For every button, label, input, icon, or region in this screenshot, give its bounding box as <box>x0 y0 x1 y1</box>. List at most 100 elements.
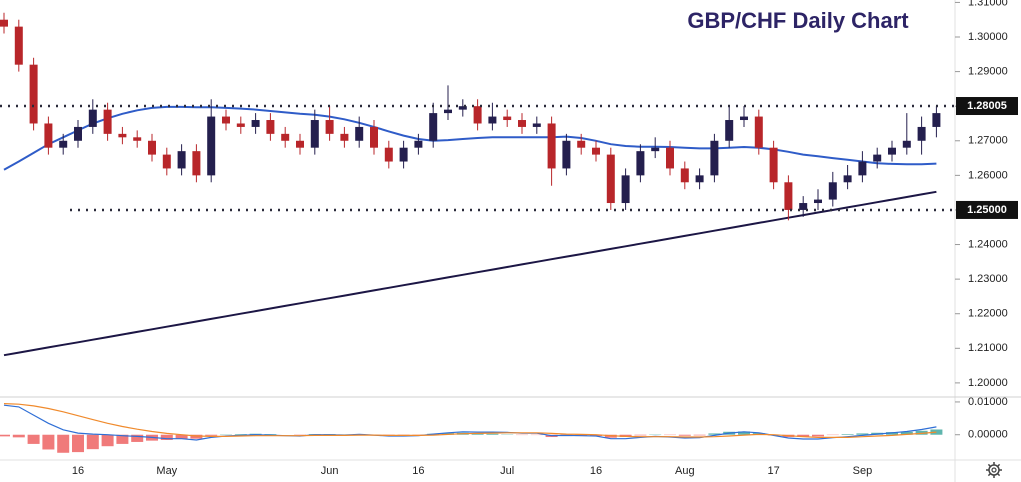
line <box>3 105 937 171</box>
candle-body <box>399 147 408 162</box>
histogram-bar <box>812 434 824 437</box>
settings-icon[interactable] <box>986 462 1002 478</box>
candle-body <box>444 109 452 114</box>
candle-body <box>88 109 97 127</box>
y-tick-label: 1.31000 <box>968 0 1008 8</box>
histogram-bar <box>116 434 129 444</box>
histogram-bar <box>42 434 55 450</box>
y-tick-label: 1.20000 <box>968 377 1008 389</box>
candle-body <box>162 154 171 169</box>
candle-body <box>740 116 748 121</box>
y-tick-label: 1.24000 <box>968 238 1008 250</box>
candle-body <box>769 147 778 183</box>
x-tick-label: 16 <box>412 465 424 477</box>
histogram-bar <box>27 434 40 444</box>
histogram-bar <box>678 434 691 436</box>
candle-body <box>429 113 438 141</box>
x-tick-label: 16 <box>72 465 84 477</box>
histogram-bar <box>175 434 188 439</box>
candle-body <box>621 175 630 204</box>
x-tick-label: Jul <box>500 465 514 477</box>
candle-body <box>29 64 38 124</box>
level-label-box <box>956 97 1018 116</box>
y-tick-label: 1.26000 <box>968 169 1008 181</box>
candle-body <box>103 109 112 134</box>
candle-body <box>606 154 615 204</box>
y-tick-label: 1.21000 <box>968 342 1008 354</box>
candle-body <box>266 120 275 134</box>
candle-body <box>666 147 674 169</box>
line <box>3 404 937 441</box>
histogram-bar <box>205 434 218 436</box>
histogram-bar <box>264 434 277 435</box>
level-label: 1.25000 <box>967 204 1007 216</box>
candle-body <box>547 123 556 169</box>
candle-body <box>754 116 763 148</box>
level-label-box <box>956 200 1018 219</box>
candle-body <box>799 203 808 210</box>
candle-body <box>873 154 882 162</box>
candle-body <box>710 140 719 176</box>
histogram-bar <box>634 434 647 436</box>
candle-body <box>44 123 53 148</box>
candle-body <box>488 116 497 124</box>
histogram-bar <box>471 433 484 435</box>
histogram-bar <box>693 434 706 436</box>
histogram-bar <box>72 434 84 453</box>
candle-body <box>680 168 689 183</box>
candle-body <box>858 161 867 176</box>
histogram-bar <box>86 434 99 450</box>
candle-body <box>828 182 837 200</box>
candle-body <box>695 175 704 183</box>
y-tick-label: 1.29000 <box>968 66 1008 78</box>
candle-body <box>296 140 304 148</box>
candle-body <box>236 123 245 127</box>
candle-body <box>74 126 82 141</box>
x-tick-label: Jun <box>321 465 339 477</box>
candle-body <box>503 116 512 121</box>
histogram-bar <box>160 434 173 440</box>
histogram-bar <box>190 434 203 439</box>
x-tick-label: May <box>156 465 177 477</box>
histogram-bar <box>841 434 854 435</box>
candle-body <box>592 147 600 155</box>
x-tick-label: 16 <box>590 465 602 477</box>
candle-body <box>814 199 822 204</box>
y-tick-label: 0.00000 <box>968 429 1008 441</box>
histogram-bar <box>234 434 247 435</box>
candle-body <box>133 137 142 141</box>
candle-body <box>784 182 793 210</box>
candle-body <box>222 116 230 124</box>
x-tick-label: Sep <box>853 465 873 477</box>
histogram-bar <box>797 434 810 438</box>
candle-body <box>651 147 660 152</box>
candle-body <box>281 133 290 141</box>
histogram-bar <box>0 434 10 437</box>
histogram-bar <box>590 434 602 437</box>
chart-title: GBP/CHF Daily Chart <box>687 8 909 33</box>
level-label: 1.28005 <box>967 100 1007 112</box>
histogram-bar <box>708 433 721 435</box>
y-tick-label: 1.22000 <box>968 308 1008 320</box>
candle-body <box>414 140 423 148</box>
y-tick-label: 1.23000 <box>968 273 1008 285</box>
candle-body <box>355 126 364 141</box>
histogram-bar <box>57 434 70 453</box>
candle-body <box>0 19 8 27</box>
histogram-bar <box>856 433 869 435</box>
candle-body <box>251 120 260 127</box>
candle-body <box>562 140 571 169</box>
x-tick-label: 17 <box>767 465 779 477</box>
candle-body <box>932 113 941 127</box>
y-tick-label: 1.27000 <box>968 135 1008 147</box>
candle-body <box>325 120 334 134</box>
histogram-bar <box>900 431 913 435</box>
histogram-bar <box>131 434 144 442</box>
histogram-bar <box>101 434 114 447</box>
histogram-bar <box>12 434 25 438</box>
candle-body <box>577 140 586 148</box>
candle-body <box>192 151 201 176</box>
line <box>3 403 937 438</box>
